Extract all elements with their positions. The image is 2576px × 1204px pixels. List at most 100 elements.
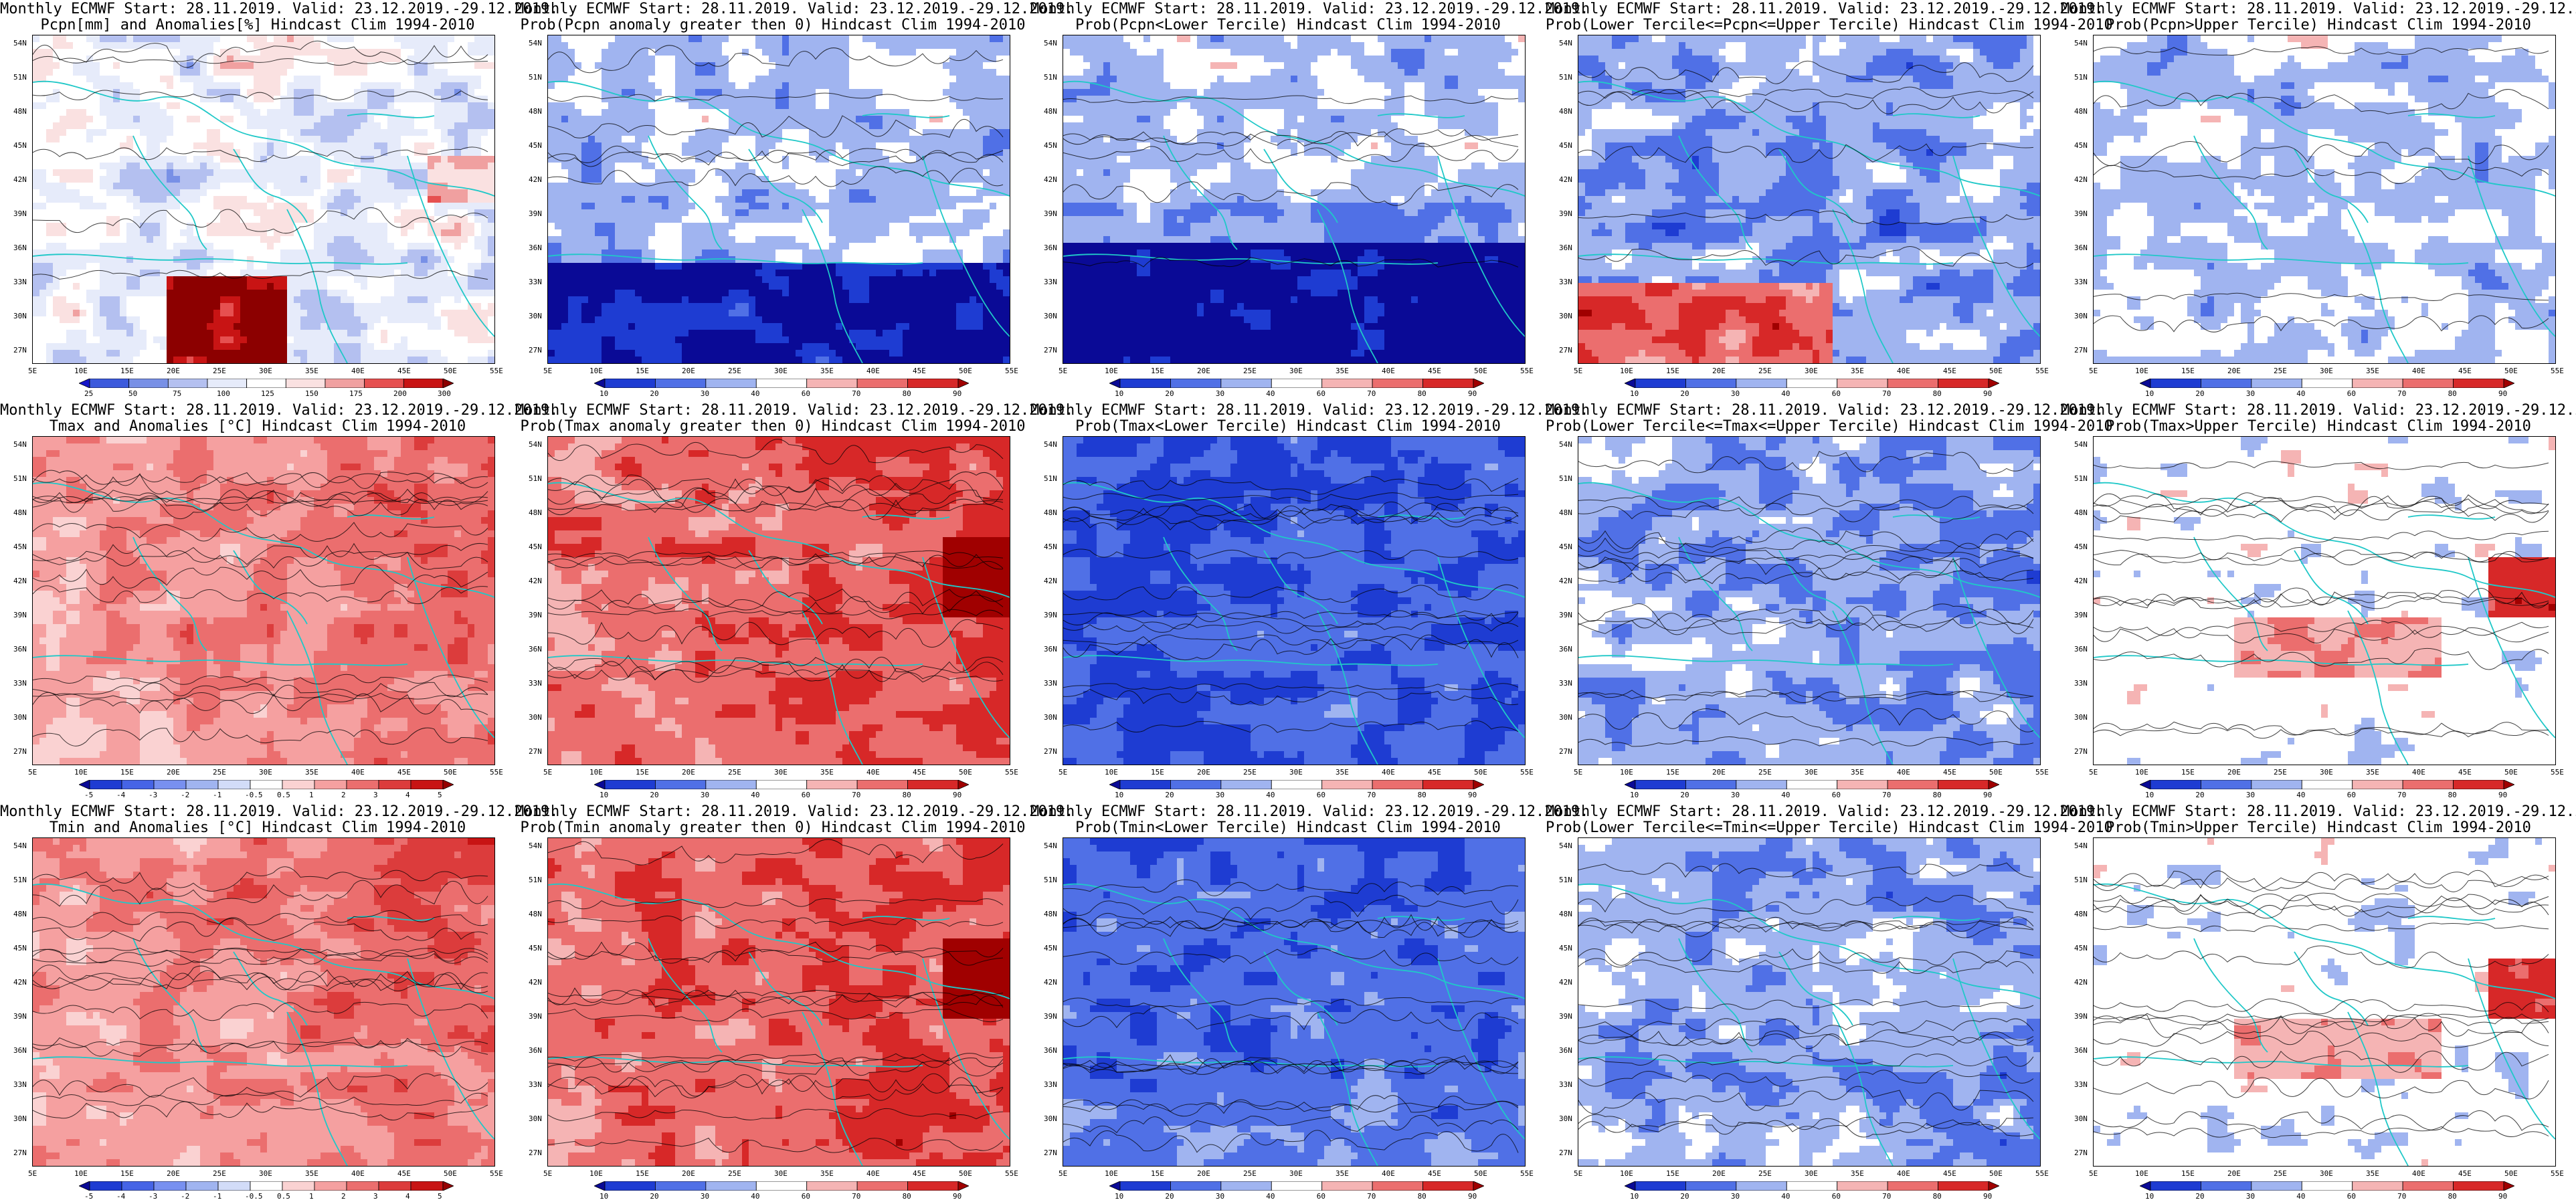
colorbar-label: 40 bbox=[751, 791, 759, 799]
latitude-label: 36N bbox=[13, 243, 27, 252]
latitude-label: 27N bbox=[1044, 747, 1057, 756]
longitude-label: 15E bbox=[636, 768, 649, 777]
latitude-label: 48N bbox=[13, 107, 27, 116]
latitude-label: 39N bbox=[1044, 209, 1057, 218]
longitude-label: 5E bbox=[543, 367, 552, 375]
map-field bbox=[32, 837, 495, 1167]
panel-title: Monthly ECMWF Start: 28.11.2019. Valid: … bbox=[0, 804, 558, 836]
colorbar-label: 80 bbox=[2448, 791, 2457, 799]
map-field bbox=[1063, 837, 1526, 1167]
longitude-label: 10E bbox=[74, 768, 88, 777]
map-panel: Monthly ECMWF Start: 28.11.2019. Valid: … bbox=[1546, 0, 2113, 401]
colorbar-label: 30 bbox=[1731, 1192, 1740, 1201]
colorbar-label: -0.5 bbox=[245, 1192, 263, 1201]
map-field bbox=[2093, 436, 2556, 765]
latitude-label: 42N bbox=[529, 577, 542, 585]
colorbar-label: 90 bbox=[2498, 1192, 2507, 1201]
longitude-label: 45E bbox=[2458, 367, 2472, 375]
panel-title: Monthly ECMWF Start: 28.11.2019. Valid: … bbox=[515, 1, 1073, 33]
longitude-label: 25E bbox=[1243, 1169, 1257, 1178]
colorbar-label: 80 bbox=[1933, 791, 1942, 799]
map-panel: Monthly ECMWF Start: 28.11.2019. Valid: … bbox=[2061, 0, 2576, 401]
panel-title-line2: Prob(Pcpn anomaly greater then 0) Hindca… bbox=[515, 17, 1030, 33]
longitude-label: 10E bbox=[1620, 768, 1633, 777]
latitude-label: 33N bbox=[13, 1080, 27, 1089]
latitude-label: 27N bbox=[1559, 1148, 1572, 1157]
map-panel: Monthly ECMWF Start: 28.11.2019. Valid: … bbox=[515, 401, 1073, 803]
colorbar-label: -2 bbox=[181, 1192, 189, 1201]
longitude-label: 25E bbox=[213, 768, 226, 777]
longitude-label: 10E bbox=[1105, 367, 1118, 375]
map-panel: Monthly ECMWF Start: 28.11.2019. Valid: … bbox=[1546, 803, 2113, 1204]
map-field bbox=[2093, 35, 2556, 364]
colorbar-label: -3 bbox=[149, 791, 157, 799]
longitude-label: 30E bbox=[259, 768, 272, 777]
latitude-label: 51N bbox=[1044, 474, 1057, 483]
colorbar-label: 60 bbox=[802, 1192, 810, 1201]
panel-title: Monthly ECMWF Start: 28.11.2019. Valid: … bbox=[515, 804, 1073, 836]
colorbar-label: 10 bbox=[1115, 389, 1123, 398]
longitude-label: 40E bbox=[866, 768, 880, 777]
colorbar bbox=[79, 780, 454, 789]
latitude-label: 36N bbox=[529, 243, 542, 252]
longitude-label: 35E bbox=[305, 768, 318, 777]
latitude-label: 33N bbox=[13, 278, 27, 286]
longitude-label: 55E bbox=[2035, 1169, 2049, 1178]
colorbar-label: 10 bbox=[600, 791, 608, 799]
latitude-label: 36N bbox=[529, 1046, 542, 1055]
colorbar-label: -4 bbox=[116, 1192, 125, 1201]
latitude-label: 33N bbox=[529, 1080, 542, 1089]
panel-title: Monthly ECMWF Start: 28.11.2019. Valid: … bbox=[1030, 1, 1588, 33]
panel-title-line2: Prob(Pcpn>Upper Tercile) Hindcast Clim 1… bbox=[2061, 17, 2576, 33]
panel-title-line1: Monthly ECMWF Start: 28.11.2019. Valid: … bbox=[1546, 403, 2104, 419]
longitude-label: 30E bbox=[1805, 1169, 1818, 1178]
panel-title-line1: Monthly ECMWF Start: 28.11.2019. Valid: … bbox=[1030, 1, 1588, 17]
latitude-label: 39N bbox=[1559, 1012, 1572, 1021]
latitude-label: 54N bbox=[1044, 841, 1057, 850]
colorbar-label: 90 bbox=[1983, 1192, 1992, 1201]
colorbar-label: 40 bbox=[1266, 791, 1275, 799]
latitude-label: 42N bbox=[13, 577, 27, 585]
colorbar-label: 30 bbox=[1731, 389, 1740, 398]
latitude-label: 39N bbox=[13, 611, 27, 619]
map-field bbox=[1578, 35, 2041, 364]
longitude-label: 5E bbox=[28, 1169, 37, 1178]
colorbar-label: 80 bbox=[1418, 1192, 1427, 1201]
latitude-label: 33N bbox=[1559, 679, 1572, 688]
longitude-label: 50E bbox=[1989, 367, 2003, 375]
latitude-label: 42N bbox=[1044, 978, 1057, 987]
longitude-label: 45E bbox=[1943, 367, 1956, 375]
latitude-label: 30N bbox=[1559, 1114, 1572, 1123]
longitude-label: 45E bbox=[913, 367, 926, 375]
map-panel: Monthly ECMWF Start: 28.11.2019. Valid: … bbox=[1030, 803, 1588, 1204]
colorbar bbox=[594, 1181, 969, 1191]
colorbar-label: 70 bbox=[2397, 791, 2406, 799]
colorbar-label: 10 bbox=[1630, 791, 1639, 799]
longitude-label: 40E bbox=[1382, 367, 1395, 375]
longitude-label: 30E bbox=[2320, 367, 2333, 375]
latitude-label: 42N bbox=[2074, 978, 2088, 987]
colorbar-label: 5 bbox=[438, 791, 442, 799]
latitude-label: 39N bbox=[13, 1012, 27, 1021]
colorbar-label: 150 bbox=[305, 389, 318, 398]
colorbar-label: 90 bbox=[953, 791, 961, 799]
longitude-label: 40E bbox=[351, 1169, 365, 1178]
longitude-label: 35E bbox=[1851, 768, 1864, 777]
latitude-label: 48N bbox=[2074, 910, 2088, 918]
longitude-label: 30E bbox=[259, 1169, 272, 1178]
longitude-label: 35E bbox=[820, 367, 834, 375]
colorbar-label: 60 bbox=[1832, 1192, 1841, 1201]
colorbar bbox=[594, 379, 969, 388]
longitude-label: 40E bbox=[1897, 768, 1910, 777]
panel-title: Monthly ECMWF Start: 28.11.2019. Valid: … bbox=[2061, 403, 2576, 435]
colorbar bbox=[2140, 379, 2514, 388]
panel-title-line2: Prob(Lower Tercile<=Tmin<=Upper Tercile)… bbox=[1546, 820, 2113, 836]
colorbar-label: -1 bbox=[213, 1192, 221, 1201]
colorbar-label: 70 bbox=[1367, 1192, 1376, 1201]
colorbar-label: 80 bbox=[1933, 1192, 1942, 1201]
latitude-label: 27N bbox=[13, 747, 27, 756]
colorbar-label: 30 bbox=[1216, 791, 1224, 799]
latitude-label: 39N bbox=[529, 1012, 542, 1021]
latitude-label: 51N bbox=[1044, 876, 1057, 884]
latitude-label: 33N bbox=[1044, 278, 1057, 286]
